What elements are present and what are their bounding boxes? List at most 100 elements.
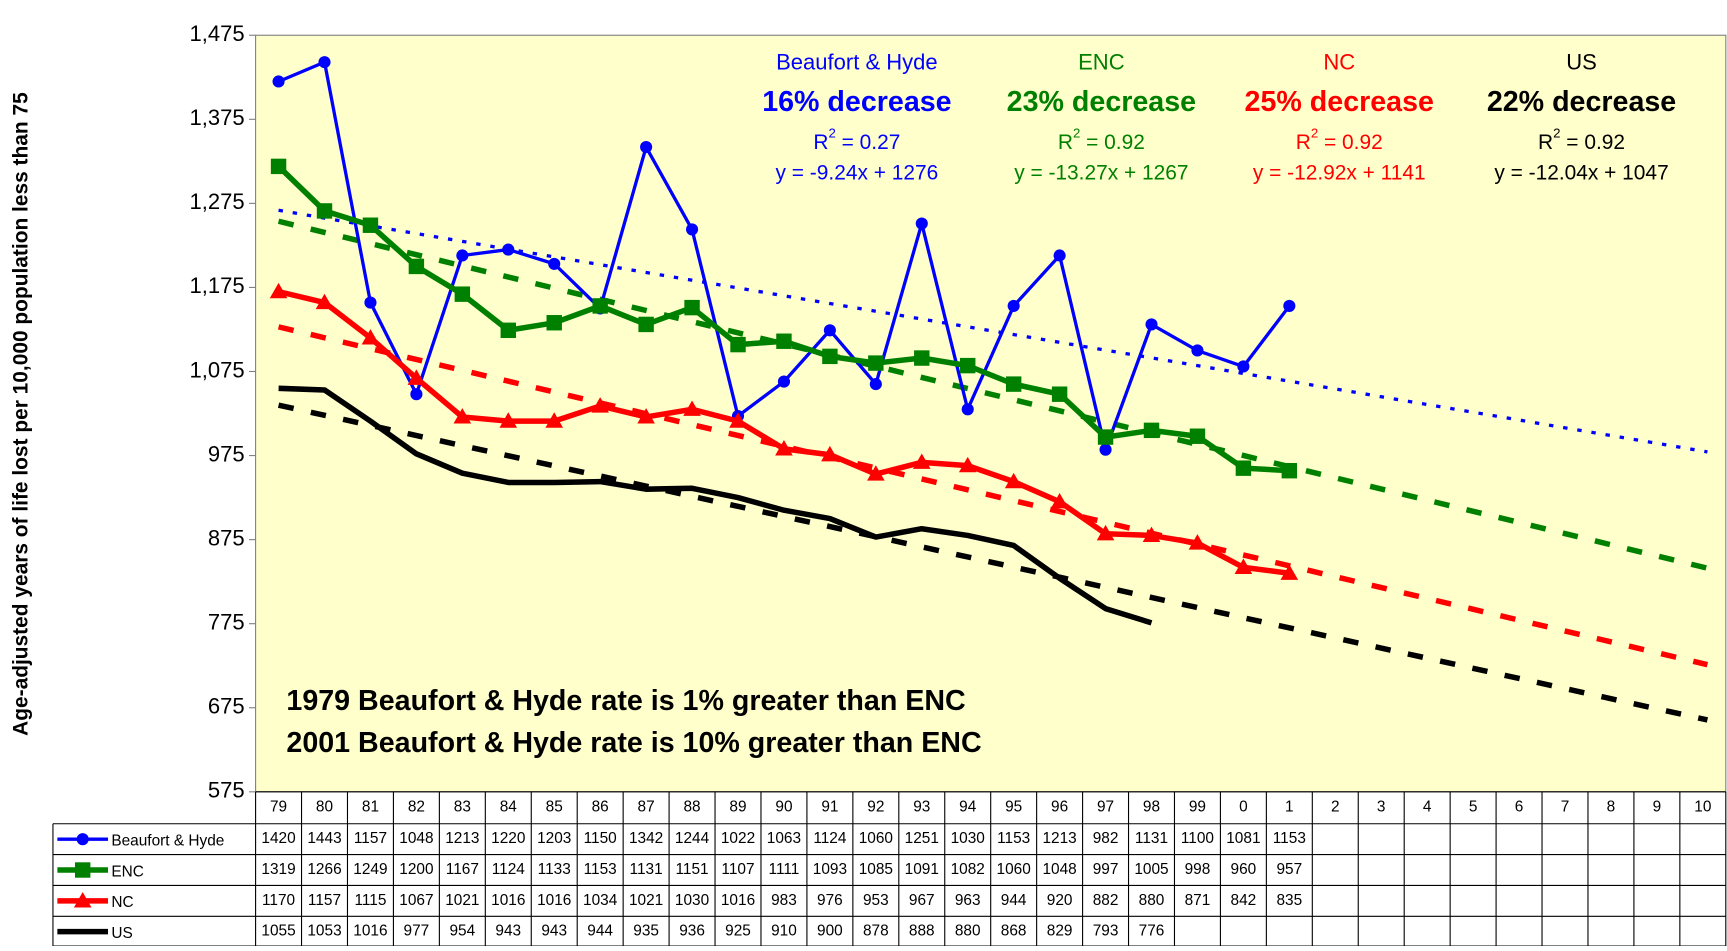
marker xyxy=(546,315,562,331)
table-value: 954 xyxy=(449,923,475,940)
x-tick-label: 9 xyxy=(1653,798,1662,815)
table-value: 1167 xyxy=(446,861,479,878)
table-value: 1048 xyxy=(399,830,433,847)
table-value: 1153 xyxy=(584,861,617,878)
marker xyxy=(315,293,334,310)
table-value: 829 xyxy=(1047,923,1073,940)
table-value: 1055 xyxy=(261,923,295,940)
marker xyxy=(1191,344,1204,357)
marker xyxy=(958,456,977,473)
x-tick-label: 81 xyxy=(362,798,379,815)
marker xyxy=(73,892,92,908)
table-value: 868 xyxy=(1001,923,1027,940)
table-value: 1048 xyxy=(1042,861,1076,878)
marker xyxy=(548,257,561,270)
table-value: 1131 xyxy=(630,861,663,878)
table-value: 976 xyxy=(817,892,843,909)
x-tick-label: 97 xyxy=(1097,798,1114,815)
x-tick-label: 85 xyxy=(546,798,563,815)
x-tick-label: 87 xyxy=(638,798,655,815)
table-value: 793 xyxy=(1093,923,1119,940)
table-value: 1266 xyxy=(307,861,341,878)
y-tick-label: 1,475 xyxy=(189,21,244,46)
trend-line xyxy=(277,324,1709,668)
marker xyxy=(821,445,839,462)
x-tick-label: 2 xyxy=(1331,798,1340,815)
y-tick-label: 1,175 xyxy=(189,273,244,298)
table-value: 977 xyxy=(404,923,430,940)
change-label: 23% decrease xyxy=(1007,86,1196,118)
x-tick-label: 95 xyxy=(1005,798,1022,815)
table-value: 910 xyxy=(771,923,797,940)
table-value: 1093 xyxy=(813,861,847,878)
marker xyxy=(684,299,700,316)
trend-line xyxy=(277,218,1709,571)
table-value: 963 xyxy=(955,892,981,909)
marker xyxy=(1237,360,1250,373)
plot-area xyxy=(255,34,1727,793)
table-value: 1124 xyxy=(492,861,526,878)
marker xyxy=(74,862,91,878)
table-value: 1342 xyxy=(629,830,663,847)
change-label: 25% decrease xyxy=(1245,86,1434,118)
table-value: 1053 xyxy=(307,923,341,940)
marker xyxy=(912,453,931,469)
x-tick-label: 86 xyxy=(592,798,609,815)
x-tick-label: 99 xyxy=(1189,798,1206,815)
marker xyxy=(775,440,793,456)
table-value: 1030 xyxy=(951,830,985,847)
table-value: 1115 xyxy=(354,892,386,909)
marker xyxy=(1235,460,1252,476)
marker xyxy=(823,324,836,337)
x-tick-label: 92 xyxy=(867,798,884,815)
marker xyxy=(1004,472,1023,489)
marker xyxy=(1096,524,1115,541)
table-value: 1151 xyxy=(675,861,708,878)
legend-label: US xyxy=(111,925,132,942)
table-value: 936 xyxy=(679,923,705,940)
table-value: 1016 xyxy=(721,892,755,909)
marker xyxy=(1007,299,1020,312)
table-value: 1157 xyxy=(354,830,387,847)
trend-label: y = -12.92x + 1141 xyxy=(1253,162,1426,185)
table-value: 842 xyxy=(1231,892,1257,909)
change-label: 22% decrease xyxy=(1487,86,1676,118)
marker xyxy=(868,355,884,371)
r2-label: R2 = 0.92 xyxy=(1296,126,1383,154)
y-axis-label: Age-adjusted years of life lost per 10,0… xyxy=(10,92,33,736)
table-value: 944 xyxy=(587,923,613,940)
x-tick-label: 91 xyxy=(821,798,838,815)
marker xyxy=(502,243,515,256)
marker xyxy=(1283,299,1296,312)
table-value: 920 xyxy=(1047,892,1073,909)
marker xyxy=(1188,534,1207,550)
marker xyxy=(1099,443,1112,456)
x-tick-label: 89 xyxy=(729,798,746,815)
table-value: 1100 xyxy=(1181,830,1214,847)
marker xyxy=(640,140,653,154)
table-value: 1200 xyxy=(399,861,433,878)
table-value: 835 xyxy=(1276,892,1302,909)
table-value: 1249 xyxy=(353,861,387,878)
marker xyxy=(1189,428,1206,444)
table-value: 880 xyxy=(1139,892,1165,909)
series-line xyxy=(278,385,1153,626)
table-value: 1022 xyxy=(721,830,755,847)
table-value: 1319 xyxy=(261,861,295,878)
legend-label: NC xyxy=(111,894,133,911)
marker xyxy=(272,75,285,88)
table-value: 1244 xyxy=(675,830,710,847)
r2-label: R2 = 0.92 xyxy=(1538,126,1625,154)
table-value: 1251 xyxy=(905,830,939,847)
marker xyxy=(76,833,89,846)
table-value: 1150 xyxy=(584,830,617,847)
x-tick-label: 90 xyxy=(775,798,792,815)
table-value: 1005 xyxy=(1134,861,1168,878)
marker xyxy=(1050,492,1069,509)
table-value: 1133 xyxy=(538,861,571,878)
marker xyxy=(686,223,699,236)
table-value: 1016 xyxy=(491,892,525,909)
table-value: 1153 xyxy=(997,830,1030,847)
table-value: 1124 xyxy=(813,830,847,847)
